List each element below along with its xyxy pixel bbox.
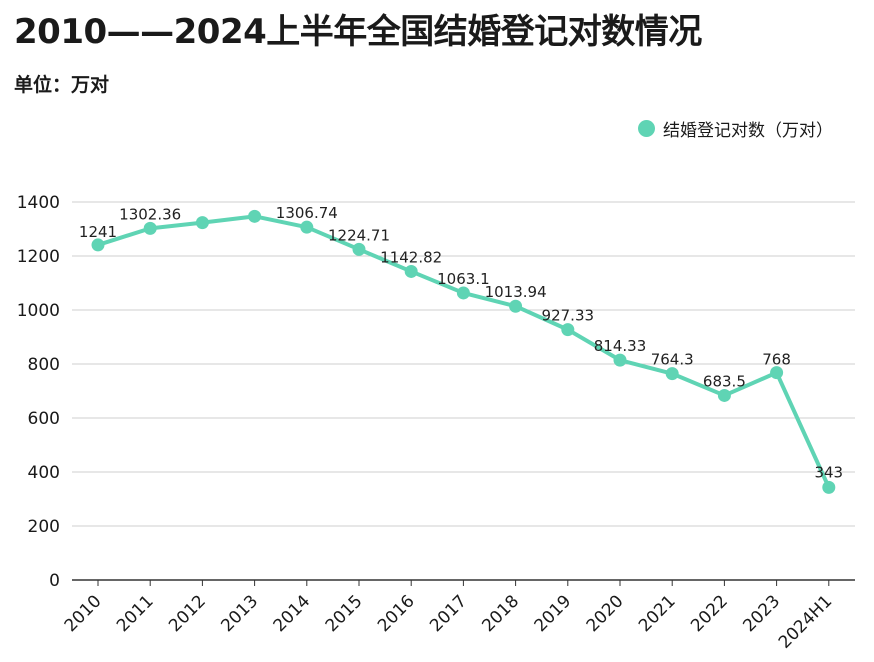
x-tick-label: 2021	[635, 591, 680, 636]
data-point	[195, 216, 209, 230]
data-point	[822, 480, 836, 494]
data-label: 768	[762, 351, 791, 369]
data-point	[561, 323, 575, 337]
data-label: 764.3	[651, 351, 694, 369]
data-label: 1013.94	[485, 283, 547, 301]
data-label: 683.5	[703, 372, 746, 390]
data-point	[91, 238, 105, 252]
chart-title: 2010——2024上半年全国结婚登记对数情况	[14, 12, 702, 52]
data-label: 1224.71	[328, 226, 390, 244]
data-label: 814.33	[594, 337, 647, 355]
data-point	[613, 353, 627, 367]
x-tick-label: 2010	[61, 591, 106, 636]
y-tick-label: 400	[28, 463, 60, 483]
x-tick-label: 2020	[583, 591, 628, 636]
series-line	[97, 214, 831, 489]
data-point	[248, 209, 262, 223]
y-tick-label: 1000	[17, 301, 60, 321]
data-point	[665, 367, 679, 381]
data-label: 1302.36	[119, 205, 181, 223]
unit-label: 单位：万对	[14, 74, 110, 96]
data-point	[404, 264, 418, 278]
data-point	[300, 220, 314, 234]
x-tick-label: 2024H1	[775, 591, 836, 652]
data-point	[717, 388, 731, 402]
data-label: 1142.82	[380, 248, 442, 266]
x-tick-label: 2023	[739, 591, 784, 636]
data-point	[456, 286, 470, 300]
data-point	[509, 299, 523, 313]
x-tick-label: 2013	[217, 591, 262, 636]
x-tick-label: 2019	[531, 591, 576, 636]
y-tick-label: 200	[28, 517, 60, 537]
x-tick-label: 2017	[426, 591, 471, 636]
x-tick-label: 2015	[322, 591, 367, 636]
x-tick-label: 2014	[270, 591, 315, 636]
data-label: 927.33	[542, 307, 595, 325]
x-tick-label: 2012	[165, 591, 210, 636]
y-tick-label: 1200	[17, 247, 60, 267]
x-tick-label: 2016	[374, 591, 419, 636]
data-point	[770, 366, 784, 380]
data-label: 343	[814, 463, 843, 481]
data-label: 1306.74	[276, 204, 338, 222]
data-label: 1241	[79, 223, 117, 241]
y-tick-label: 800	[28, 355, 60, 375]
x-tick-label: 2011	[113, 591, 158, 636]
data-point	[143, 221, 157, 235]
data-label: 1063.1	[437, 270, 490, 288]
y-tick-label: 600	[28, 409, 60, 429]
y-tick-label: 0	[49, 571, 60, 591]
x-tick-label: 2018	[478, 591, 523, 636]
x-tick-label: 2022	[687, 591, 732, 636]
legend-marker-icon	[638, 120, 655, 137]
legend-label: 结婚登记对数（万对）	[663, 121, 833, 141]
legend: 结婚登记对数（万对）	[638, 116, 833, 141]
data-point	[352, 242, 366, 256]
y-tick-label: 1400	[17, 193, 60, 213]
